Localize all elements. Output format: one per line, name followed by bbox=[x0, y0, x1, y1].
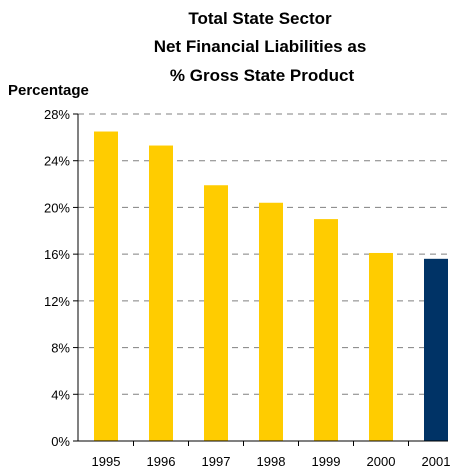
x-tick-label: 1998 bbox=[257, 454, 286, 469]
chart-title-line-1: Total State Sector bbox=[188, 9, 332, 28]
x-tick-labels: 1995 1996 1997 1998 1999 2000 2001 bbox=[92, 454, 451, 469]
bar-2001 bbox=[424, 258, 448, 441]
y-tick-label: 0% bbox=[51, 434, 70, 449]
x-tick-label: 1997 bbox=[202, 454, 231, 469]
bar-1996 bbox=[149, 145, 173, 441]
bar-1995 bbox=[94, 131, 118, 441]
chart-title-line-2: Net Financial Liabilities as bbox=[154, 37, 367, 56]
x-tick-label: 1999 bbox=[312, 454, 341, 469]
bar-1997 bbox=[204, 185, 228, 441]
bar-2000 bbox=[369, 252, 393, 441]
y-axis-label: Percentage bbox=[8, 82, 89, 99]
axes bbox=[73, 113, 448, 446]
y-tick-label: 4% bbox=[51, 387, 70, 402]
y-tick-label: 28% bbox=[44, 107, 70, 122]
chart-title-line-3: % Gross State Product bbox=[170, 66, 355, 85]
x-tick-label: 2001 bbox=[422, 454, 451, 469]
y-tick-label: 16% bbox=[44, 247, 70, 262]
bar-1998 bbox=[259, 202, 283, 441]
x-tick-label: 1996 bbox=[147, 454, 176, 469]
y-tick-label: 12% bbox=[44, 294, 70, 309]
y-tick-label: 8% bbox=[51, 341, 70, 356]
x-tick-label: 2000 bbox=[367, 454, 396, 469]
bars-group bbox=[94, 131, 448, 441]
x-tick-label: 1995 bbox=[92, 454, 121, 469]
bar-1999 bbox=[314, 219, 338, 441]
y-tick-label: 20% bbox=[44, 200, 70, 215]
y-tick-label: 24% bbox=[44, 154, 70, 169]
y-tick-labels: 0% 4% 8% 12% 16% 20% 24% 28% bbox=[44, 107, 70, 449]
